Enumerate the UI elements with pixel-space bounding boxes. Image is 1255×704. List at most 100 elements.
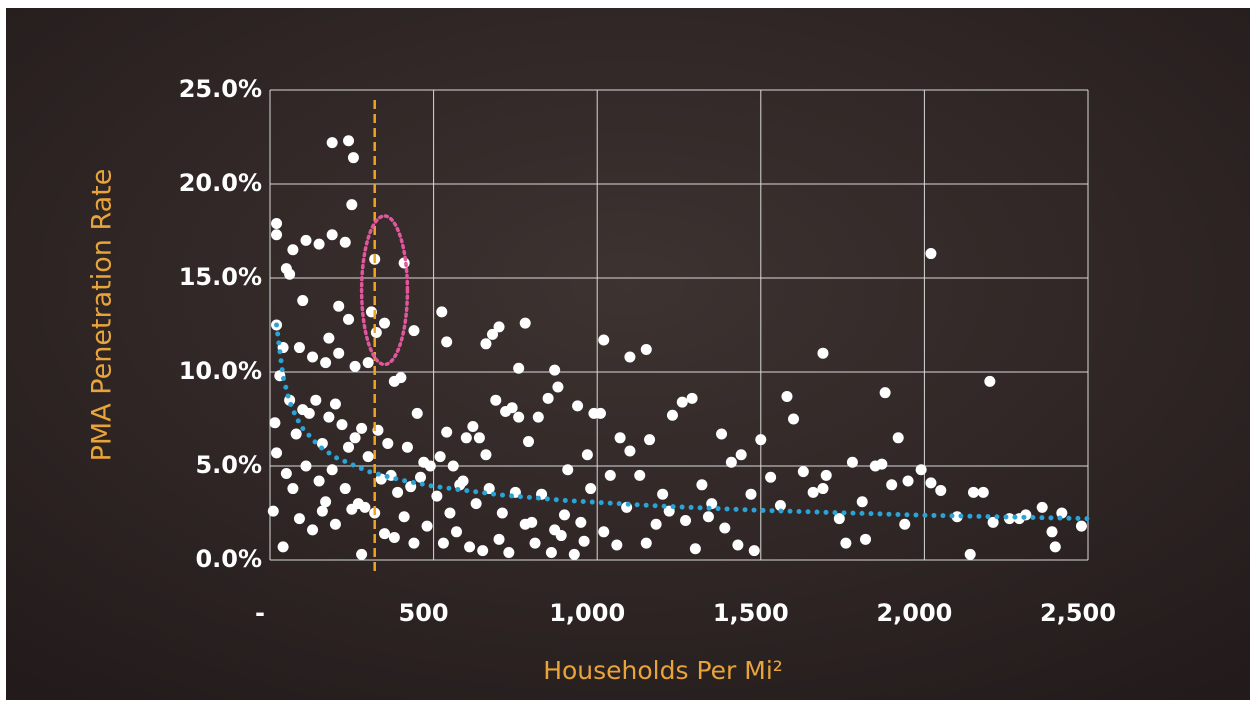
data-point [408, 325, 419, 336]
x-tick-label: - [255, 599, 265, 627]
data-point [346, 504, 357, 515]
data-point [585, 483, 596, 494]
data-point [641, 538, 652, 549]
data-point [847, 457, 858, 468]
x-tick-label: 1,500 [713, 599, 789, 627]
data-point [520, 519, 531, 530]
x-tick-label: 2,500 [1040, 599, 1116, 627]
data-point [651, 519, 662, 530]
data-point [408, 538, 419, 549]
data-point [340, 237, 351, 248]
data-point [304, 408, 315, 419]
data-point [726, 457, 737, 468]
data-point [680, 515, 691, 526]
data-point [320, 357, 331, 368]
data-point [278, 541, 289, 552]
data-point [412, 408, 423, 419]
data-point [287, 483, 298, 494]
data-point [317, 506, 328, 517]
data-point [598, 335, 609, 346]
data-point [755, 434, 766, 445]
data-point [562, 464, 573, 475]
data-point [533, 412, 544, 423]
data-point [291, 429, 302, 440]
data-point [716, 429, 727, 440]
data-point [696, 479, 707, 490]
data-point [925, 248, 936, 259]
data-point [821, 470, 832, 481]
data-point [817, 348, 828, 359]
x-tick-label: 500 [399, 599, 449, 627]
data-point [471, 498, 482, 509]
data-point [422, 521, 433, 532]
data-point [1047, 526, 1058, 537]
data-point [978, 487, 989, 498]
data-point [579, 536, 590, 547]
data-point [634, 470, 645, 481]
data-point [343, 314, 354, 325]
data-point [732, 539, 743, 550]
data-point [402, 442, 413, 453]
data-point [703, 511, 714, 522]
data-point [294, 513, 305, 524]
data-point [624, 445, 635, 456]
data-point [781, 391, 792, 402]
data-point [690, 543, 701, 554]
data-point [448, 461, 459, 472]
data-point [356, 423, 367, 434]
data-point [595, 408, 606, 419]
data-point [323, 333, 334, 344]
data-point [798, 466, 809, 477]
data-point [467, 421, 478, 432]
data-point [271, 447, 282, 458]
chart: 0.0%5.0%10.0%15.0%20.0%25.0%-5001,0001,5… [0, 0, 1255, 704]
data-point [530, 538, 541, 549]
data-point [1076, 521, 1087, 532]
data-point [464, 541, 475, 552]
data-point [382, 438, 393, 449]
y-tick-label: 20.0% [179, 169, 262, 197]
data-point [507, 402, 518, 413]
data-point [480, 338, 491, 349]
data-point [436, 306, 447, 317]
data-point [363, 357, 374, 368]
x-tick-label: 2,000 [876, 599, 952, 627]
y-tick-label: 25.0% [179, 75, 262, 103]
data-point [1050, 541, 1061, 552]
data-point [379, 528, 390, 539]
data-point [687, 393, 698, 404]
data-point [893, 432, 904, 443]
data-point [916, 464, 927, 475]
data-point [477, 545, 488, 556]
data-point [644, 434, 655, 445]
data-point [451, 526, 462, 537]
data-point [343, 442, 354, 453]
data-point [323, 412, 334, 423]
data-point [575, 517, 586, 528]
data-point [294, 342, 305, 353]
data-point [556, 530, 567, 541]
data-point [984, 376, 995, 387]
data-point [330, 519, 341, 530]
data-point [860, 534, 871, 545]
x-tick-label: 1,000 [549, 599, 625, 627]
data-point [552, 382, 563, 393]
data-point [320, 496, 331, 507]
data-point [444, 508, 455, 519]
data-point [677, 397, 688, 408]
data-point [880, 387, 891, 398]
data-point [343, 135, 354, 146]
data-point [307, 351, 318, 362]
data-point [808, 487, 819, 498]
data-point [749, 545, 760, 556]
data-point [474, 432, 485, 443]
data-point [363, 451, 374, 462]
data-point [817, 483, 828, 494]
data-point [968, 487, 979, 498]
data-point [765, 472, 776, 483]
data-point [543, 393, 554, 404]
data-point [935, 485, 946, 496]
data-point [899, 519, 910, 530]
data-point [719, 523, 730, 534]
data-point [425, 461, 436, 472]
